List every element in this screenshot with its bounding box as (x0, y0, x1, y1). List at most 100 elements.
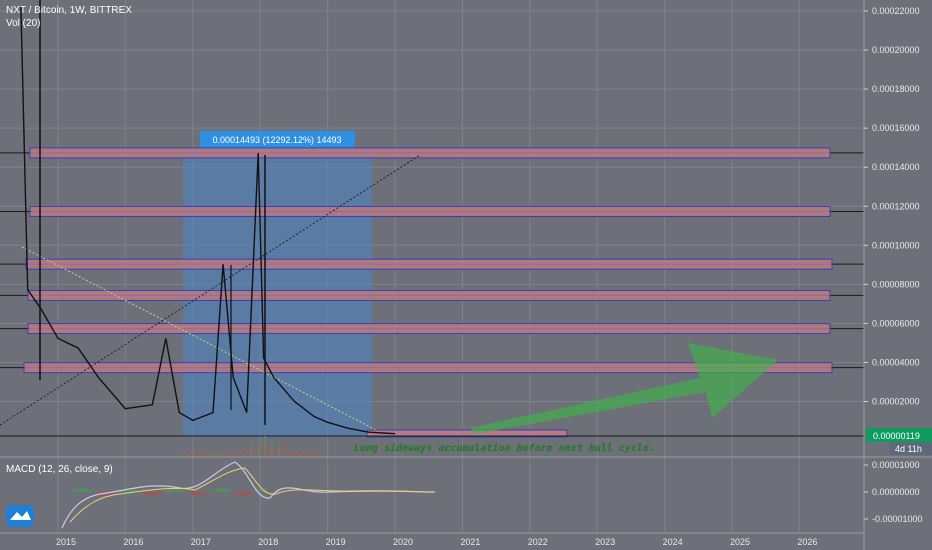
macd-histogram-bar (202, 492, 204, 496)
signal-line (69, 467, 436, 523)
volume-bar (201, 454, 203, 456)
macd-line (61, 461, 436, 529)
volume-bar (180, 454, 182, 456)
descending-trendline[interactable] (21, 246, 381, 433)
volume-bar (225, 452, 228, 456)
price-tick-label: 0.00004000 (872, 357, 920, 367)
macd-histogram-bar (83, 488, 86, 492)
macd-histogram-bar (215, 488, 218, 492)
macd-histogram-bar (218, 488, 221, 492)
volume-bar (243, 454, 245, 456)
macd-histogram-bar (225, 489, 228, 492)
volume-bar (260, 444, 263, 456)
volume-bar (313, 454, 315, 456)
volume-bar (267, 447, 270, 456)
macd-histogram-bar (211, 490, 214, 492)
volume-bar (278, 447, 280, 456)
macd-histogram-bar (205, 492, 208, 494)
resistance-zone[interactable] (23, 362, 833, 374)
macd-label: MACD (12, 26, close, 9) (6, 464, 113, 475)
macd-histogram-bar (182, 490, 185, 492)
volume-bar (239, 452, 242, 456)
volume-bar (204, 452, 207, 456)
volume-bar (222, 454, 224, 456)
time-axis[interactable]: 2015 2016 2017 2018 2019 2020 2021 2022 2023 2024… (56, 537, 817, 547)
time-tick-label: 2023 (595, 537, 615, 547)
macd-histogram-bar (129, 488, 132, 492)
macd-histogram-bar (149, 492, 152, 496)
macd-histogram-bar (175, 488, 178, 492)
time-tick-label: 2021 (460, 537, 480, 547)
price-tick-label: 0.00014000 (872, 162, 920, 172)
macd-axis[interactable]: 0.00001000 0.00000000 -0.00001000 (864, 460, 923, 524)
macd-histogram-bar (228, 490, 231, 492)
time-tick-label: 2016 (123, 537, 143, 547)
macd-histogram-bar (145, 492, 148, 496)
macd-histogram-bar (126, 488, 129, 492)
macd-histogram-bar (169, 488, 171, 492)
price-tick-label: 0.00002000 (872, 397, 920, 407)
macd-histogram-bar (76, 488, 79, 492)
macd-series (61, 461, 436, 529)
volume-bar (211, 452, 214, 456)
macd-histogram-bar (241, 492, 244, 496)
volume-bars (180, 436, 319, 456)
macd-histogram-bar (152, 492, 155, 496)
macd-histogram-bar (106, 492, 109, 496)
dotted-trendline[interactable] (0, 154, 421, 426)
resistance-zone[interactable] (29, 205, 831, 217)
volume-bar (257, 447, 259, 456)
macd-histogram-bar (178, 488, 181, 492)
last-price: 0.00000119 (873, 431, 920, 441)
macd-histogram-bar (235, 492, 237, 494)
measure-label: 0.00014493 (12292.12%) 14493 (212, 135, 341, 145)
time-tick-label: 2018 (258, 537, 278, 547)
macd-histogram-bar (251, 492, 254, 494)
resistance-zone[interactable] (25, 258, 833, 270)
volume-bar (306, 454, 308, 456)
annotation-text: Long sideways accumulation before next b… (354, 442, 655, 454)
macd-histogram-bar (109, 492, 112, 496)
macd-histogram-bar (261, 488, 264, 492)
macd-histogram-bar (195, 492, 198, 496)
volume-bar (288, 452, 291, 456)
countdown: 4d 11h (895, 444, 922, 454)
macd-histogram-bar (142, 492, 145, 494)
price-axis[interactable]: 0.00022000 0.00020000 0.00018000 0.00016000… (864, 6, 920, 407)
time-tick-label: 2017 (191, 537, 211, 547)
volume-bar (281, 444, 284, 456)
volume-bar (236, 454, 238, 456)
macd-histogram-bar (132, 488, 135, 492)
macd-histogram-bar (188, 492, 191, 494)
accumulation-box[interactable] (366, 429, 568, 438)
macd-histogram-bar (172, 488, 175, 492)
tradingview-logo[interactable] (6, 505, 34, 527)
resistance-zone[interactable] (27, 323, 831, 335)
volume-bar (187, 454, 189, 456)
volume-bar (229, 454, 231, 456)
time-tick-label: 2022 (528, 537, 548, 547)
macd-histogram-bar (73, 490, 76, 492)
price-series (20, 0, 396, 435)
volume-bar (197, 452, 200, 456)
volume-bar (190, 452, 193, 456)
volume-bar (271, 444, 273, 456)
time-tick-label: 2015 (56, 537, 76, 547)
volume-bar (218, 452, 221, 456)
volume-label: Vol (20) (6, 18, 40, 29)
price-tick-label: 0.00016000 (872, 123, 920, 133)
countdown-badge (890, 442, 932, 455)
resistance-zone[interactable] (27, 289, 831, 301)
macd-histogram-bar (238, 492, 241, 496)
price-tick-label: 0.00008000 (872, 279, 920, 289)
resistance-zone[interactable] (29, 147, 831, 159)
bullish-arrow[interactable] (470, 343, 778, 434)
macd-histogram-bar (136, 490, 138, 492)
macd-histogram-bar (89, 490, 92, 492)
macd-histogram-bar (165, 490, 168, 492)
macd-histogram-bar (155, 492, 158, 496)
volume-bar (295, 452, 298, 456)
volume-bar (285, 454, 287, 456)
price-tick-label: 0.00006000 (872, 318, 920, 328)
